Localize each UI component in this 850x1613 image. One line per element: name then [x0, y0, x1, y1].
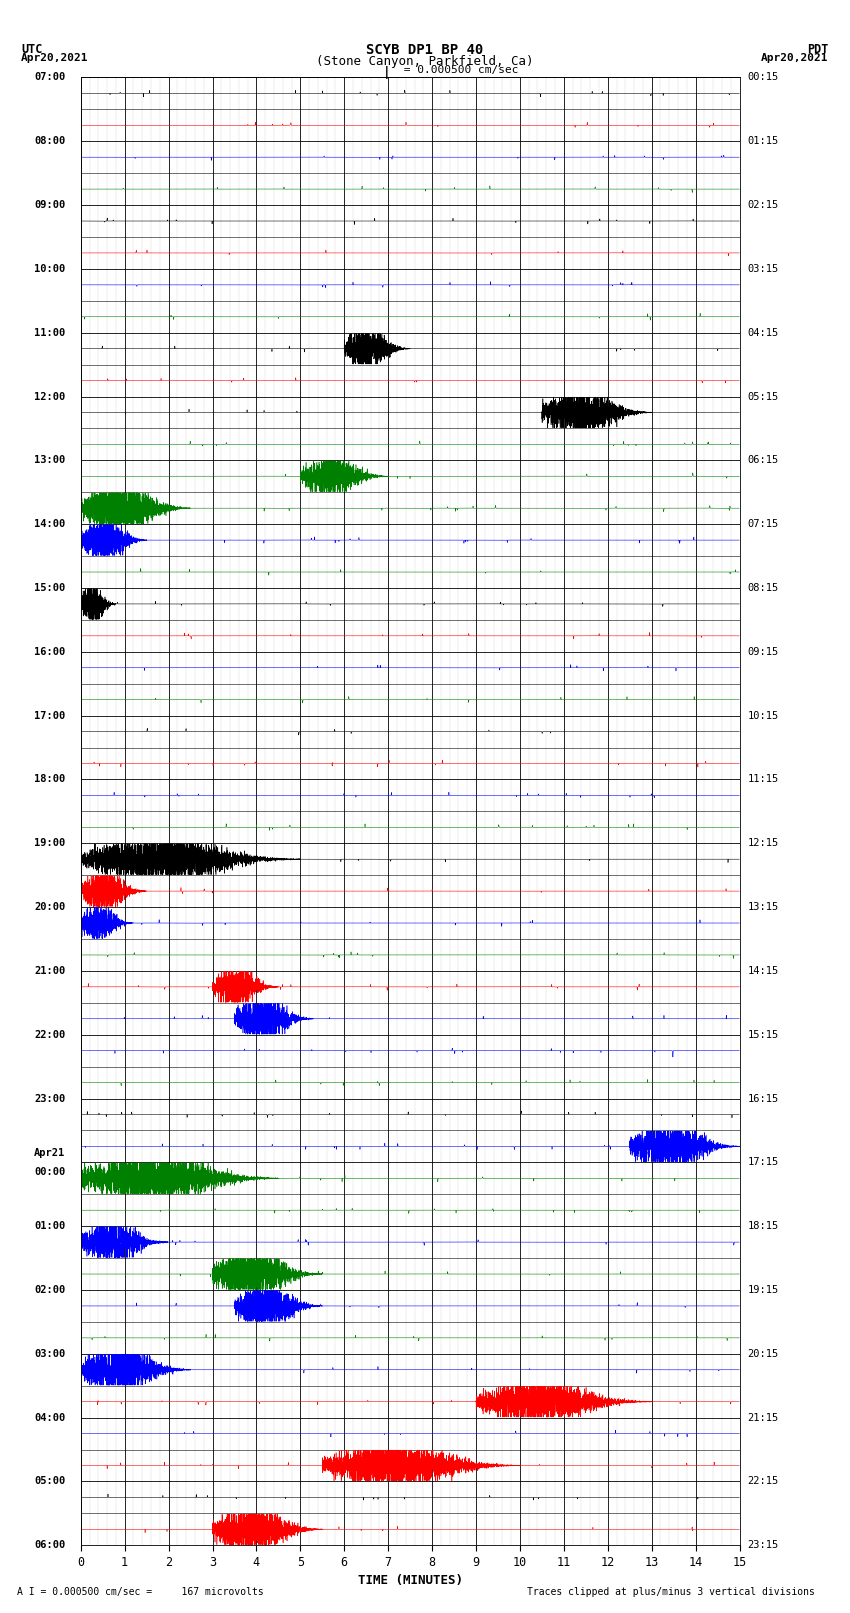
Text: UTC: UTC	[21, 44, 42, 56]
Text: Apr21: Apr21	[34, 1147, 65, 1158]
Text: 08:00: 08:00	[34, 135, 65, 147]
Text: 18:00: 18:00	[34, 774, 65, 784]
Text: 23:15: 23:15	[747, 1540, 779, 1550]
Text: 10:15: 10:15	[747, 711, 779, 721]
Text: 06:15: 06:15	[747, 455, 779, 465]
Text: SCYB DP1 BP 40: SCYB DP1 BP 40	[366, 44, 484, 56]
Text: 21:00: 21:00	[34, 966, 65, 976]
Text: 16:15: 16:15	[747, 1094, 779, 1103]
Text: 21:15: 21:15	[747, 1413, 779, 1423]
Text: |: |	[383, 66, 390, 79]
Text: 18:15: 18:15	[747, 1221, 779, 1231]
Text: Traces clipped at plus/minus 3 vertical divisions: Traces clipped at plus/minus 3 vertical …	[527, 1587, 815, 1597]
Text: 00:00: 00:00	[34, 1168, 65, 1177]
Text: 17:15: 17:15	[747, 1158, 779, 1168]
Text: 22:00: 22:00	[34, 1029, 65, 1040]
Text: 06:00: 06:00	[34, 1540, 65, 1550]
Text: 11:00: 11:00	[34, 327, 65, 337]
Text: 09:00: 09:00	[34, 200, 65, 210]
Text: 10:00: 10:00	[34, 265, 65, 274]
Text: Apr20,2021: Apr20,2021	[21, 53, 88, 63]
Text: 11:15: 11:15	[747, 774, 779, 784]
Text: PDT: PDT	[808, 44, 829, 56]
Text: 00:15: 00:15	[747, 73, 779, 82]
Text: 07:15: 07:15	[747, 519, 779, 529]
Text: 20:15: 20:15	[747, 1348, 779, 1358]
Text: 13:15: 13:15	[747, 902, 779, 911]
Text: 03:00: 03:00	[34, 1348, 65, 1358]
Text: 19:15: 19:15	[747, 1286, 779, 1295]
Text: 04:15: 04:15	[747, 327, 779, 337]
Text: 05:00: 05:00	[34, 1476, 65, 1487]
Text: 05:15: 05:15	[747, 392, 779, 402]
Text: 13:00: 13:00	[34, 455, 65, 465]
Text: 01:15: 01:15	[747, 135, 779, 147]
Text: 04:00: 04:00	[34, 1413, 65, 1423]
Text: 23:00: 23:00	[34, 1094, 65, 1103]
Text: A I = 0.000500 cm/sec =     167 microvolts: A I = 0.000500 cm/sec = 167 microvolts	[17, 1587, 264, 1597]
Text: 12:15: 12:15	[747, 839, 779, 848]
X-axis label: TIME (MINUTES): TIME (MINUTES)	[358, 1574, 462, 1587]
Text: 22:15: 22:15	[747, 1476, 779, 1487]
Text: 09:15: 09:15	[747, 647, 779, 656]
Text: 20:00: 20:00	[34, 902, 65, 911]
Text: 19:00: 19:00	[34, 839, 65, 848]
Text: 15:00: 15:00	[34, 582, 65, 594]
Text: 01:00: 01:00	[34, 1221, 65, 1231]
Text: 03:15: 03:15	[747, 265, 779, 274]
Text: 07:00: 07:00	[34, 73, 65, 82]
Text: 14:15: 14:15	[747, 966, 779, 976]
Text: 08:15: 08:15	[747, 582, 779, 594]
Text: = 0.000500 cm/sec: = 0.000500 cm/sec	[397, 65, 518, 74]
Text: 15:15: 15:15	[747, 1029, 779, 1040]
Text: 14:00: 14:00	[34, 519, 65, 529]
Text: 17:00: 17:00	[34, 711, 65, 721]
Text: 12:00: 12:00	[34, 392, 65, 402]
Text: 16:00: 16:00	[34, 647, 65, 656]
Text: 02:15: 02:15	[747, 200, 779, 210]
Text: Apr20,2021: Apr20,2021	[762, 53, 829, 63]
Text: 02:00: 02:00	[34, 1286, 65, 1295]
Text: (Stone Canyon, Parkfield, Ca): (Stone Canyon, Parkfield, Ca)	[316, 55, 534, 68]
